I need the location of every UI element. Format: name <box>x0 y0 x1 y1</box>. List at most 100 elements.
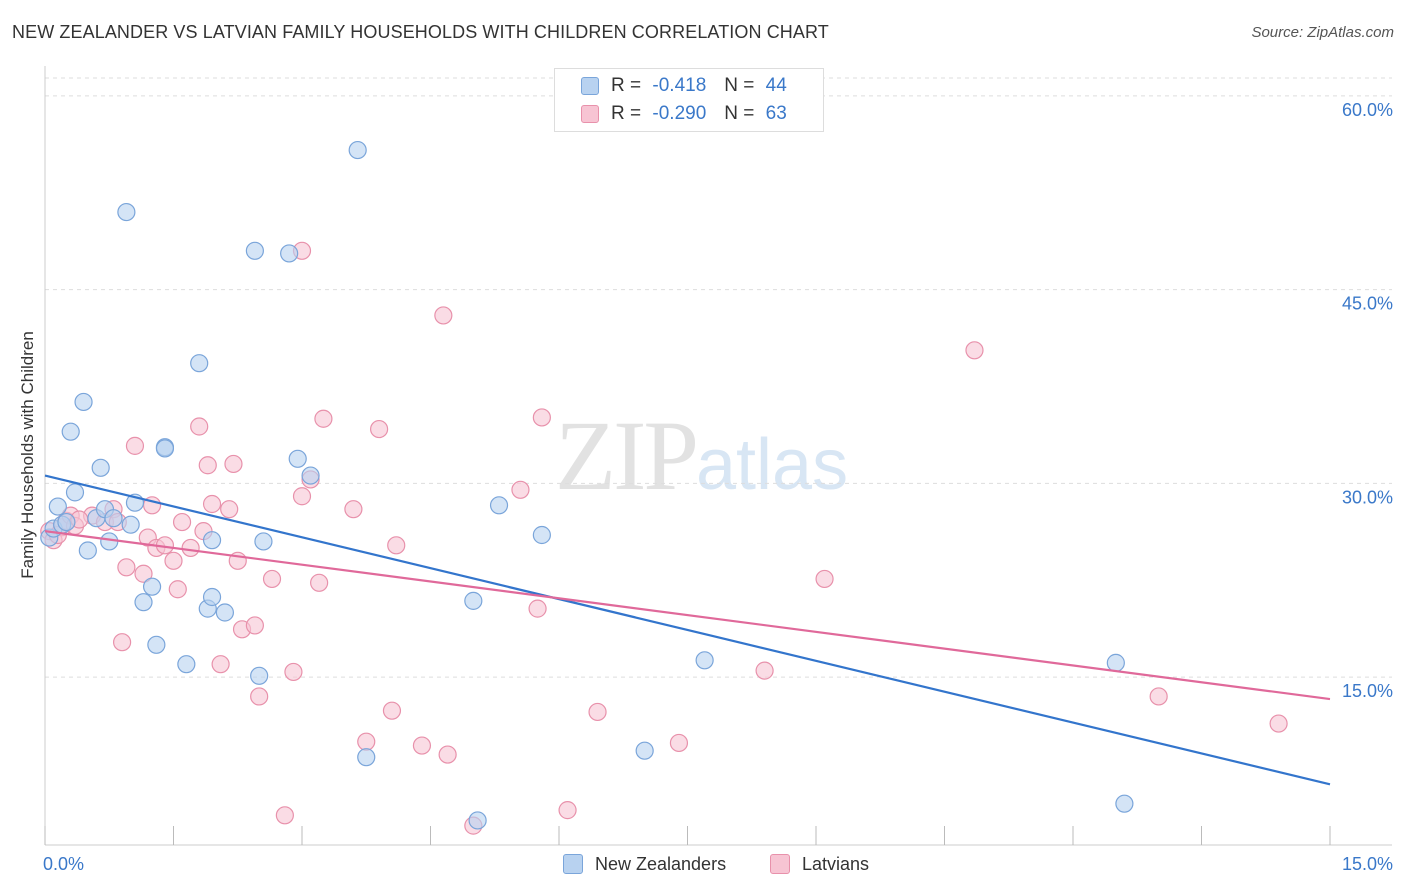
lv-r-value: -0.290 <box>652 103 707 124</box>
watermark: ZIPatlas <box>555 398 848 513</box>
lv-point <box>112 633 132 652</box>
corr-row-lv: R = -0.290 N = 63 <box>581 101 787 127</box>
x-tick-label: 15.0% <box>1342 854 1393 874</box>
nz-point <box>250 666 269 685</box>
lv-point <box>387 536 406 555</box>
lv-point <box>438 745 457 764</box>
nz-point <box>48 497 67 516</box>
nz-point <box>357 748 376 767</box>
nz-point <box>1115 794 1134 813</box>
nz-point <box>155 439 175 458</box>
lv-point <box>250 687 269 706</box>
x-tick-label: 0.0% <box>43 854 84 874</box>
lv-point <box>669 733 689 753</box>
lv-point <box>211 655 230 674</box>
lv-point <box>412 736 432 755</box>
nz-point <box>280 244 299 263</box>
nz-point <box>202 587 222 607</box>
lv-point <box>434 306 453 325</box>
lv-point <box>134 564 153 583</box>
nz-point <box>254 532 273 551</box>
nz-point <box>245 241 264 260</box>
nz-point <box>177 655 196 674</box>
lv-point <box>588 702 607 722</box>
lv-point <box>220 500 239 519</box>
points-layer <box>40 140 1288 835</box>
lv-r-label: R = <box>611 103 642 124</box>
lv-point <box>965 341 984 360</box>
nz-point <box>288 449 307 468</box>
lv-point <box>558 801 577 820</box>
lv-point <box>532 408 551 427</box>
nz-point <box>117 202 136 222</box>
lv-point <box>815 569 834 589</box>
lv-swatch <box>581 105 599 123</box>
nz-point <box>695 651 714 670</box>
nz-point <box>78 541 97 560</box>
y-tick-label: 60.0% <box>1342 100 1393 120</box>
nz-point <box>1106 653 1125 672</box>
tick-label-layer: 15.0% 30.0% 45.0% 60.0% 0.0% 15.0% <box>43 100 1393 874</box>
lv-point <box>262 569 282 589</box>
lv-point <box>310 573 329 592</box>
watermark-atlas: atlas <box>696 425 849 505</box>
nz-point <box>147 635 166 654</box>
nz-point <box>121 515 140 534</box>
source-label: Source: ZipAtlas.com <box>1251 24 1394 41</box>
trend-layer <box>44 474 1331 786</box>
lv-point <box>202 494 222 514</box>
nz-point <box>489 496 509 515</box>
nz-n-value: 44 <box>765 75 787 96</box>
lv-point <box>245 616 264 635</box>
legend-item-nz[interactable]: New Zealanders <box>563 852 726 876</box>
nz-r-value: -0.418 <box>652 75 707 96</box>
lv-trend-line <box>44 530 1331 701</box>
lv-point <box>181 538 200 558</box>
legend-lv-swatch <box>770 854 790 874</box>
nz-n-label: N = <box>724 75 755 96</box>
lv-point <box>292 487 312 506</box>
nz-point <box>532 525 551 545</box>
nz-point <box>142 577 162 596</box>
nz-point <box>464 591 483 610</box>
lv-point <box>511 480 530 499</box>
legend-nz-label: New Zealanders <box>595 853 727 874</box>
lv-point <box>755 661 774 680</box>
lv-point <box>344 500 363 519</box>
axis-layer <box>44 66 1392 846</box>
lv-point <box>125 436 145 455</box>
lv-point <box>198 456 217 475</box>
y-axis-label: Family Households with Children <box>18 331 37 579</box>
lv-point <box>1149 687 1168 706</box>
lv-point <box>164 551 183 570</box>
lv-point <box>1269 714 1288 733</box>
lv-n-value: 63 <box>765 103 787 124</box>
correlation-box: R = -0.418 N = 44 R = -0.290 N = 63 <box>554 68 824 132</box>
corr-row-nz: R = -0.418 N = 44 <box>581 73 787 99</box>
nz-point <box>61 422 80 441</box>
y-tick-label: 15.0% <box>1342 681 1393 701</box>
lv-point <box>224 454 243 474</box>
nz-point <box>65 483 85 502</box>
y-tick-label: 30.0% <box>1342 487 1393 507</box>
nz-trend-line <box>44 474 1331 786</box>
nz-point <box>301 466 320 485</box>
lv-point <box>382 701 402 720</box>
nz-point <box>134 593 153 612</box>
lv-point <box>284 662 303 682</box>
lv-point <box>370 419 389 439</box>
legend-item-lv[interactable]: Latvians <box>770 852 869 876</box>
nz-point <box>348 140 367 160</box>
legend-lv-label: Latvians <box>802 853 870 874</box>
lv-n-label: N = <box>724 103 755 124</box>
nz-point <box>74 392 93 412</box>
nz-point <box>468 811 487 830</box>
lv-point <box>357 732 376 751</box>
lv-point <box>275 806 294 825</box>
nz-point <box>100 532 119 551</box>
legend-nz-swatch <box>563 854 583 874</box>
lv-point <box>190 417 209 436</box>
nz-point <box>215 603 234 622</box>
lv-point <box>168 580 187 599</box>
